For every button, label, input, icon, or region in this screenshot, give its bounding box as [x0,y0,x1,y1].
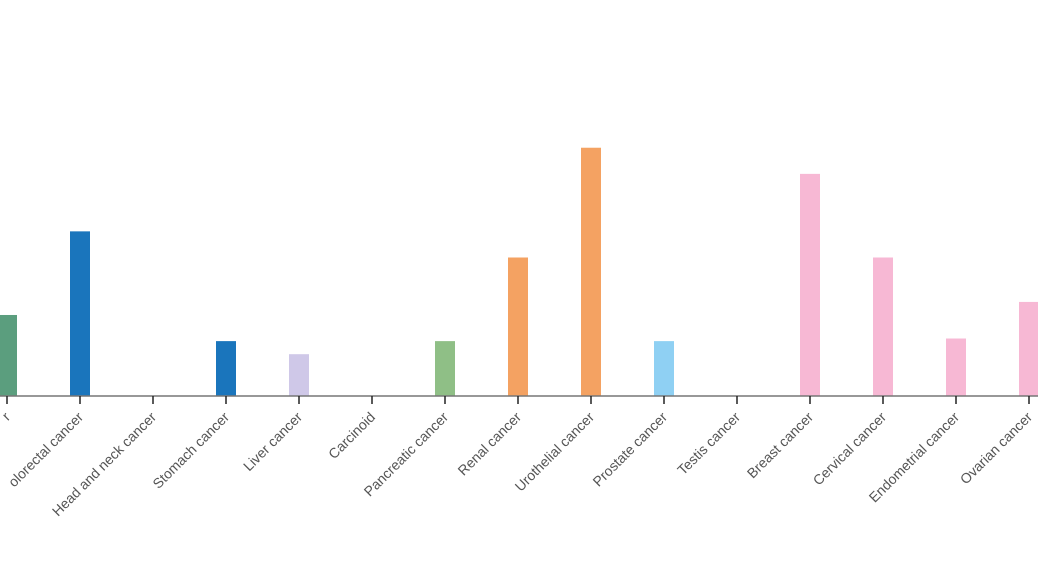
x-tick-label: Liver cancer [240,409,305,474]
bar-colorectal-cancer [70,231,90,396]
x-tick-label: Ovarian cancer [957,409,1036,488]
bar-prostate-cancer [654,341,674,396]
bar-ovarian-cancer [1019,301,1038,396]
bar-lung-cancer [0,314,17,396]
x-tick-label: Urothelial cancer [512,409,598,495]
bar-renal-cancer [508,257,528,396]
x-tick-label: Breast cancer [744,409,817,482]
bar-liver-cancer [289,354,309,396]
bar-breast-cancer [800,173,820,396]
x-tick-label: Stomach cancer [149,409,232,492]
x-tick-label: Cervical cancer [810,409,890,489]
x-tick-label: Testis cancer [674,409,743,478]
x-tick-label: Carcinoid [325,409,378,462]
x-tick-label: r [0,409,13,424]
bar-pancreatic-cancer [435,341,455,396]
bar-stomach-cancer [216,341,236,396]
bar-urothelial-cancer [581,147,601,396]
bar-cervical-cancer [873,257,893,396]
ticks-layer [6,396,1030,404]
bars-layer [0,147,1038,396]
x-tick-label: olorectal cancer [5,409,86,490]
bar-endometrial-cancer [946,338,966,396]
x-tick-label: Prostate cancer [589,409,670,490]
x-tick-label: Renal cancer [454,409,524,479]
